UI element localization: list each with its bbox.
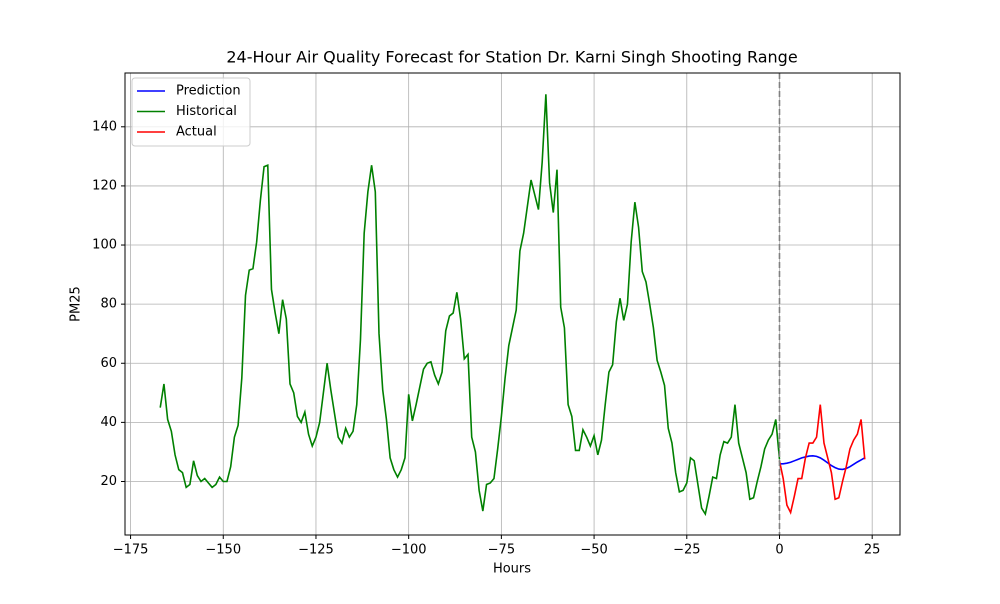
series-line bbox=[159, 94, 781, 517]
x-tick-label: −150 bbox=[205, 543, 241, 558]
y-tick-label: 60 bbox=[100, 356, 117, 371]
y-tick-label: 120 bbox=[92, 178, 117, 193]
x-tick-label: −100 bbox=[391, 543, 427, 558]
y-tick-label: 20 bbox=[100, 474, 117, 489]
x-tick-label: −25 bbox=[673, 543, 700, 558]
y-tick-label: 100 bbox=[92, 238, 117, 253]
legend-label: Historical bbox=[176, 104, 237, 119]
chart-title: 24-Hour Air Quality Forecast for Station… bbox=[226, 48, 797, 67]
series-line bbox=[779, 454, 866, 471]
x-tick-label: 0 bbox=[775, 543, 783, 558]
y-tick-label: 140 bbox=[92, 119, 117, 134]
y-axis-label: PM25 bbox=[69, 286, 84, 322]
y-tick-label: 80 bbox=[100, 297, 117, 312]
legend-label: Prediction bbox=[176, 84, 241, 99]
series-line bbox=[778, 404, 866, 515]
x-tick-label: −175 bbox=[113, 543, 149, 558]
legend-label: Actual bbox=[176, 125, 217, 140]
x-axis-label: Hours bbox=[493, 562, 531, 577]
x-tick-label: −125 bbox=[298, 543, 334, 558]
x-tick-label: 25 bbox=[864, 543, 881, 558]
x-tick-label: −75 bbox=[488, 543, 515, 558]
x-tick-label: −50 bbox=[580, 543, 607, 558]
y-tick-label: 40 bbox=[100, 415, 117, 430]
plot-frame bbox=[124, 72, 901, 536]
legend-box bbox=[131, 77, 251, 147]
